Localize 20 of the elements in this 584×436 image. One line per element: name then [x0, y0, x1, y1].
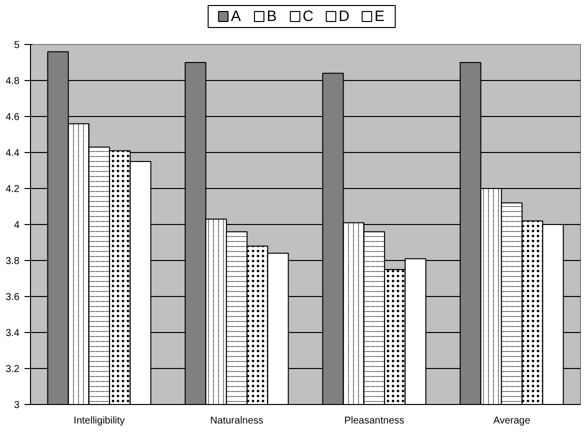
legend-label: E: [374, 8, 384, 25]
y-tick-label: 4.2: [6, 184, 20, 195]
x-tick-label: Average: [493, 416, 531, 426]
legend-label: D: [338, 8, 350, 25]
y-tick-label: 4.4: [6, 148, 20, 159]
x-tick-label: Intelligibility: [74, 416, 125, 426]
y-tick-label: 3.4: [6, 328, 20, 339]
y-tick-label: 3: [14, 400, 20, 411]
y-tick-label: 3.2: [6, 364, 20, 375]
y-tick-label: 4: [14, 220, 20, 231]
legend-label: B: [266, 8, 277, 25]
y-tick-label: 4.8: [6, 76, 20, 87]
y-tick-label: 3.6: [6, 292, 20, 303]
x-tick-label: Naturalness: [210, 416, 264, 426]
x-tick-label: Pleasantness: [344, 416, 404, 426]
legend-label: C: [302, 8, 314, 25]
y-tick-label: 5: [14, 40, 20, 51]
y-tick-label: 3.8: [6, 256, 20, 267]
legend-label: A: [230, 8, 241, 25]
y-tick-label: 4.6: [6, 112, 20, 123]
